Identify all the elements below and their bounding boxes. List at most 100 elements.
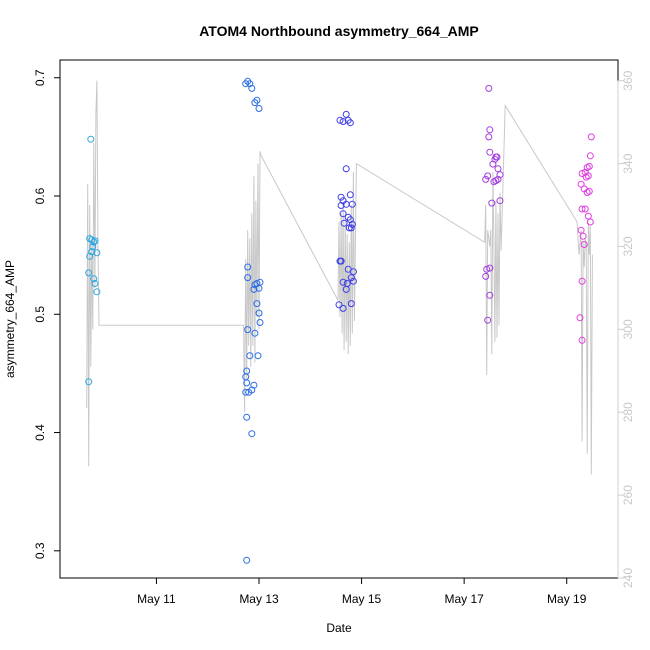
y2-tick-label: 280	[621, 402, 635, 422]
data-point	[339, 278, 347, 286]
secondary-line	[86, 80, 593, 475]
data-point	[586, 152, 594, 160]
x-tick-label: May 11	[137, 592, 176, 606]
data-point	[256, 319, 264, 326]
data-point	[576, 314, 584, 322]
chart-title: ATOM4 Northbound asymmetry_664_AMP	[199, 23, 479, 39]
data-point	[585, 187, 593, 195]
x-axis-label: Date	[326, 621, 352, 635]
data-point	[251, 329, 259, 337]
data-point	[93, 288, 101, 296]
data-point	[485, 133, 493, 141]
data-point	[345, 224, 353, 232]
data-point	[486, 126, 494, 134]
data-point	[486, 264, 494, 272]
data-point	[483, 265, 491, 273]
data-point	[586, 218, 594, 226]
data-point	[248, 84, 256, 92]
data-point	[581, 205, 589, 213]
data-point	[91, 237, 99, 245]
data-point	[244, 263, 252, 271]
data-point	[246, 80, 254, 88]
data-point	[347, 224, 355, 232]
data-point	[90, 238, 98, 246]
data-point	[93, 249, 101, 257]
data-points	[85, 77, 595, 564]
data-point	[253, 300, 261, 308]
x-tick-label: May 17	[444, 592, 484, 606]
data-point	[337, 193, 345, 201]
x-tick-label: May 13	[239, 592, 279, 606]
data-point	[484, 316, 492, 324]
data-point	[342, 285, 350, 293]
data-point	[339, 118, 347, 125]
data-point	[88, 236, 96, 244]
data-point	[339, 304, 347, 312]
data-point	[85, 378, 93, 386]
data-point	[244, 274, 252, 282]
data-point	[90, 275, 98, 283]
data-point	[244, 326, 252, 334]
y2-tick-label: 360	[621, 70, 635, 90]
data-point	[494, 165, 502, 173]
data-point	[578, 336, 586, 344]
y-tick-label: 0.6	[33, 187, 47, 204]
data-point	[336, 116, 344, 124]
data-point	[255, 284, 263, 292]
data-point	[486, 291, 494, 299]
data-point	[347, 300, 355, 308]
y-tick-label: 0.7	[33, 69, 47, 86]
data-point	[246, 352, 254, 360]
data-point	[86, 252, 94, 260]
data-point	[339, 210, 347, 218]
data-point	[578, 170, 586, 177]
data-point	[585, 162, 593, 170]
x-tick-label: May 15	[342, 592, 382, 606]
y2-tick-label: 260	[621, 485, 635, 505]
y-axis: 0.3 0.4 0.5 0.6 0.7	[33, 69, 60, 559]
data-point	[484, 172, 492, 180]
data-point	[579, 232, 587, 240]
data-point	[342, 165, 350, 173]
y-tick-label: 0.5	[33, 306, 47, 323]
data-point	[577, 226, 585, 234]
data-point	[253, 96, 261, 104]
data-point	[255, 309, 263, 317]
data-point	[584, 172, 592, 180]
data-point	[486, 148, 494, 156]
data-point	[242, 388, 250, 396]
plot-frame	[59, 59, 619, 579]
data-point	[482, 272, 490, 280]
data-point	[248, 430, 256, 438]
data-point	[335, 301, 343, 309]
data-point	[485, 84, 493, 92]
data-point	[587, 133, 595, 141]
data-point	[337, 257, 345, 265]
y-tick-label: 0.4	[33, 424, 47, 441]
data-point	[496, 171, 504, 179]
data-point	[349, 277, 357, 285]
data-point	[89, 243, 97, 251]
data-point	[342, 110, 350, 118]
data-point	[348, 200, 356, 208]
data-point	[496, 197, 504, 205]
data-point	[254, 352, 262, 360]
data-point	[584, 212, 592, 220]
y2-tick-label: 320	[621, 236, 635, 256]
data-point	[242, 373, 250, 381]
x-tick-label: May 19	[547, 592, 587, 606]
data-point	[482, 175, 490, 183]
data-point	[337, 202, 345, 209]
data-point	[578, 205, 586, 213]
data-point	[87, 135, 95, 143]
data-point	[346, 119, 354, 127]
data-point	[245, 388, 253, 396]
data-point	[243, 413, 251, 421]
data-point	[85, 269, 93, 277]
data-point	[243, 379, 251, 387]
data-point	[349, 268, 357, 276]
secondary-line-path	[86, 80, 593, 475]
data-point	[91, 280, 99, 287]
data-point	[580, 241, 588, 248]
